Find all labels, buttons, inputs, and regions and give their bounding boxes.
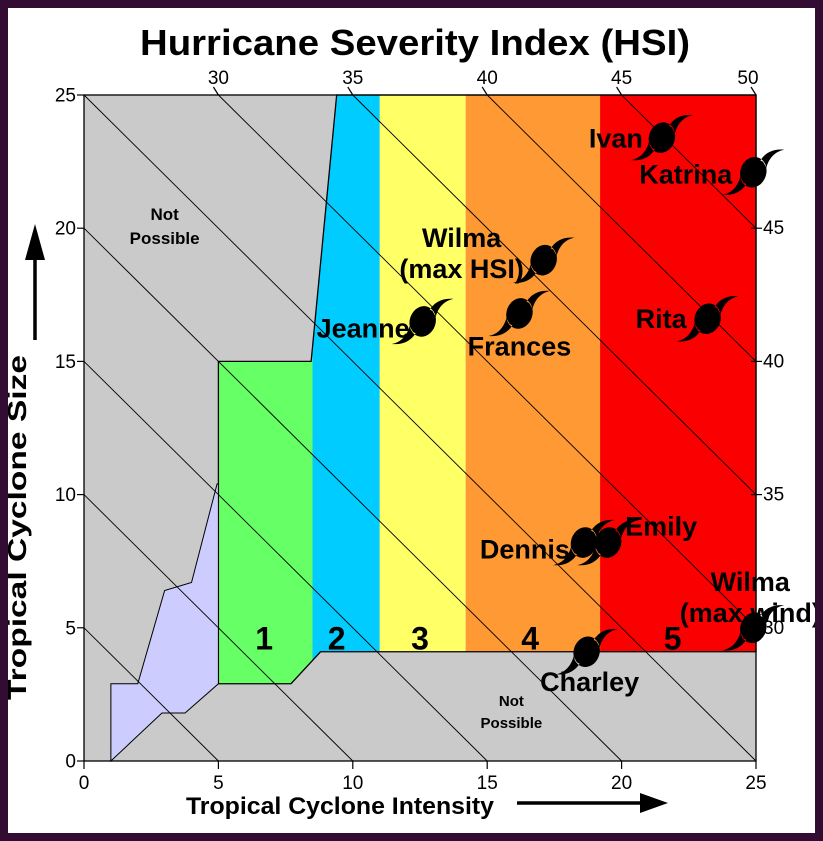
y-tick-label: 10	[55, 485, 76, 506]
storm-label-jeanne: Jeanne	[317, 313, 410, 343]
tropical-storm-region	[110, 483, 219, 763]
storm-label-dennis: Dennis	[480, 535, 570, 565]
top-hsi-tick-label: 40	[477, 68, 498, 89]
not-possible-label: Not	[499, 693, 524, 710]
x-tick-label: 25	[745, 773, 766, 794]
plot-frame	[83, 94, 757, 762]
top-hsi-tick-label: 35	[342, 68, 363, 89]
x-tick-label: 15	[477, 773, 498, 794]
x-axis-label: Tropical Cyclone Intensity	[186, 793, 495, 820]
storm-label-wilma-max-wind: Wilma	[711, 567, 791, 597]
not-possible-label: Not	[150, 205, 179, 224]
top-hsi-tick-label: 50	[737, 68, 758, 89]
iso-hsi-line-15	[83, 361, 488, 762]
x-tick-label: 20	[611, 773, 632, 794]
category-number-label-2: 2	[328, 620, 346, 656]
storm-label-emily: Emily	[625, 512, 697, 542]
category-number-label-1: 1	[255, 620, 273, 656]
top-hsi-tick	[616, 86, 623, 96]
iso-hsi-line-35	[352, 94, 757, 495]
iso-hsi-line-10	[83, 494, 354, 762]
storm-label-ivan: Ivan	[589, 124, 643, 154]
y-axis-arrow-icon	[25, 224, 45, 340]
annotations: 1 2 3 4 5 Not Possible Not Possible	[130, 205, 682, 732]
storm-label-rita: Rita	[636, 304, 688, 334]
y-tick-label: 20	[55, 219, 76, 240]
right-hsi-tick-label: 45	[763, 218, 784, 239]
iso-hsi-line-25	[83, 94, 757, 762]
x-axis-arrow-icon	[517, 793, 668, 813]
category-band-4	[465, 95, 601, 684]
top-hsi-tick	[750, 86, 757, 96]
y-tick-label: 5	[65, 618, 76, 639]
top-hsi-tick-label: 45	[611, 68, 632, 89]
y-tick-label: 25	[55, 86, 76, 107]
top-hsi-tick	[481, 86, 488, 96]
not-possible-label: Possible	[481, 715, 543, 732]
category-number-label-5: 5	[664, 620, 682, 656]
storm-label-charley: Charley	[540, 667, 639, 697]
right-hsi-tick-label: 40	[763, 351, 784, 372]
x-tick-label: 5	[213, 773, 224, 794]
right-hsi-tick-label: 35	[763, 485, 784, 506]
plot-border	[83, 94, 757, 762]
y-tick-label: 15	[55, 352, 76, 373]
storm-label-katrina: Katrina	[639, 159, 733, 189]
iso-hsi-line-5	[83, 627, 219, 762]
storm-label-wilma-max-hsi: Wilma	[422, 223, 502, 253]
category-number-label-4: 4	[521, 620, 539, 656]
chart-title: Hurricane Severity Index (HSI)	[140, 22, 690, 63]
storm-label-wilma-max-hsi: (max HSI)	[399, 254, 524, 284]
top-hsi-tick-label: 30	[208, 68, 229, 89]
right-hsi-tick-label: 30	[763, 618, 784, 639]
top-hsi-tick	[212, 86, 219, 96]
iso-hsi-line-30	[218, 94, 757, 629]
y-tick-label: 0	[65, 752, 76, 773]
category-number-label-3: 3	[411, 620, 429, 656]
iso-hsi-line-20	[83, 227, 622, 762]
x-tick-label: 0	[79, 773, 90, 794]
top-hsi-tick	[347, 86, 354, 96]
not-possible-label: Possible	[130, 229, 200, 248]
iso-hsi-line-45	[621, 94, 757, 229]
x-tick-label: 10	[342, 773, 363, 794]
storm-label-frances: Frances	[468, 331, 572, 361]
